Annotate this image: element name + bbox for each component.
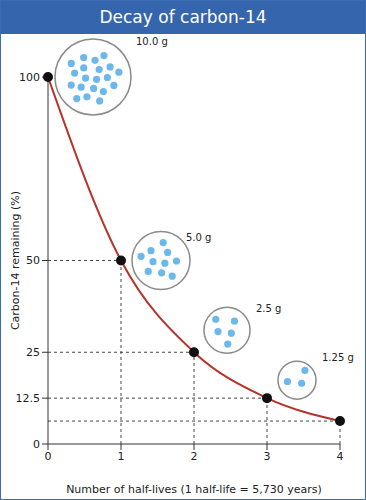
svg-text:10.0 g: 10.0 g xyxy=(136,36,168,47)
svg-text:2.5 g: 2.5 g xyxy=(256,303,281,314)
svg-text:100: 100 xyxy=(19,71,40,84)
svg-text:1: 1 xyxy=(118,450,125,463)
svg-text:0: 0 xyxy=(45,450,52,463)
svg-text:50: 50 xyxy=(26,254,40,267)
svg-text:4: 4 xyxy=(337,450,344,463)
html-text:Decay of carbon-14: Decay of carbon-14 xyxy=(99,7,267,27)
svg-text:Number of half-lives (1 half-l: Number of half-lives (1 half-life = 5,73… xyxy=(66,483,322,496)
svg-text:12.5: 12.5 xyxy=(16,392,41,405)
svg-text:0: 0 xyxy=(33,438,40,451)
svg-text:3: 3 xyxy=(264,450,271,463)
svg-text:Carbon-14 remaining (%): Carbon-14 remaining (%) xyxy=(9,191,22,330)
svg-text:5.0 g: 5.0 g xyxy=(186,232,211,243)
svg-text:25: 25 xyxy=(26,346,40,359)
svg-text:2: 2 xyxy=(191,450,198,463)
svg-text:1.25 g: 1.25 g xyxy=(322,352,354,363)
